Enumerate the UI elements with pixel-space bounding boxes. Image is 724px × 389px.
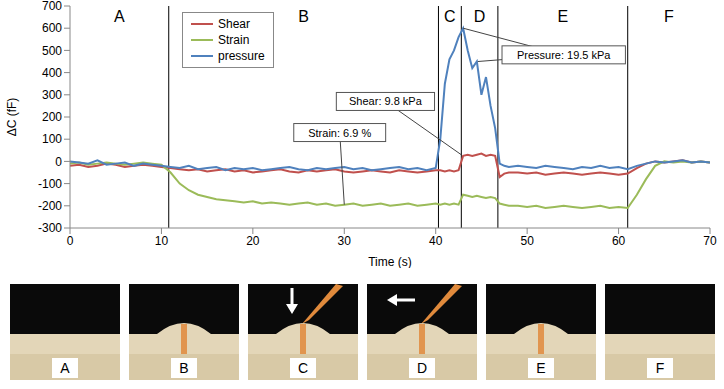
svg-text:F: F xyxy=(664,8,674,25)
svg-text:30: 30 xyxy=(338,234,352,248)
svg-text:-300: -300 xyxy=(38,221,62,235)
svg-text:70: 70 xyxy=(703,234,717,248)
html-text:Strain: Strain xyxy=(218,33,250,47)
svg-text:Strain: 6.9 %: Strain: 6.9 % xyxy=(308,127,371,139)
svg-text:10: 10 xyxy=(155,234,169,248)
svg-text:-100: -100 xyxy=(38,177,62,191)
svg-text:0: 0 xyxy=(55,155,62,169)
svg-text:-200: -200 xyxy=(38,199,62,213)
svg-text:20: 20 xyxy=(246,234,260,248)
svg-text:Shear: 9.8 kPa: Shear: 9.8 kPa xyxy=(349,95,423,107)
svg-text:F: F xyxy=(656,360,665,376)
svg-text:Pressure: 19.5 kPa: Pressure: 19.5 kPa xyxy=(517,49,611,61)
svg-text:ΔC (fF): ΔC (fF) xyxy=(5,98,19,137)
svg-text:D: D xyxy=(417,360,427,376)
svg-text:C: C xyxy=(298,360,308,376)
svg-text:E: E xyxy=(536,360,545,376)
svg-text:40: 40 xyxy=(429,234,443,248)
svg-text:B: B xyxy=(179,360,188,376)
svg-text:B: B xyxy=(298,8,309,25)
svg-text:D: D xyxy=(474,8,486,25)
svg-text:700: 700 xyxy=(42,0,62,13)
svg-text:200: 200 xyxy=(42,110,62,124)
html-text:Shear: Shear xyxy=(218,17,250,31)
svg-text:Time (s): Time (s) xyxy=(368,255,412,268)
svg-text:100: 100 xyxy=(42,132,62,146)
svg-text:50: 50 xyxy=(520,234,534,248)
svg-text:A: A xyxy=(60,360,70,376)
svg-text:600: 600 xyxy=(42,21,62,35)
svg-text:500: 500 xyxy=(42,44,62,58)
svg-text:60: 60 xyxy=(612,234,626,248)
svg-text:A: A xyxy=(114,8,125,25)
svg-text:E: E xyxy=(557,8,568,25)
svg-text:C: C xyxy=(444,8,456,25)
svg-text:400: 400 xyxy=(42,66,62,80)
html-text:pressure: pressure xyxy=(218,49,265,63)
svg-text:300: 300 xyxy=(42,88,62,102)
svg-text:0: 0 xyxy=(67,234,74,248)
